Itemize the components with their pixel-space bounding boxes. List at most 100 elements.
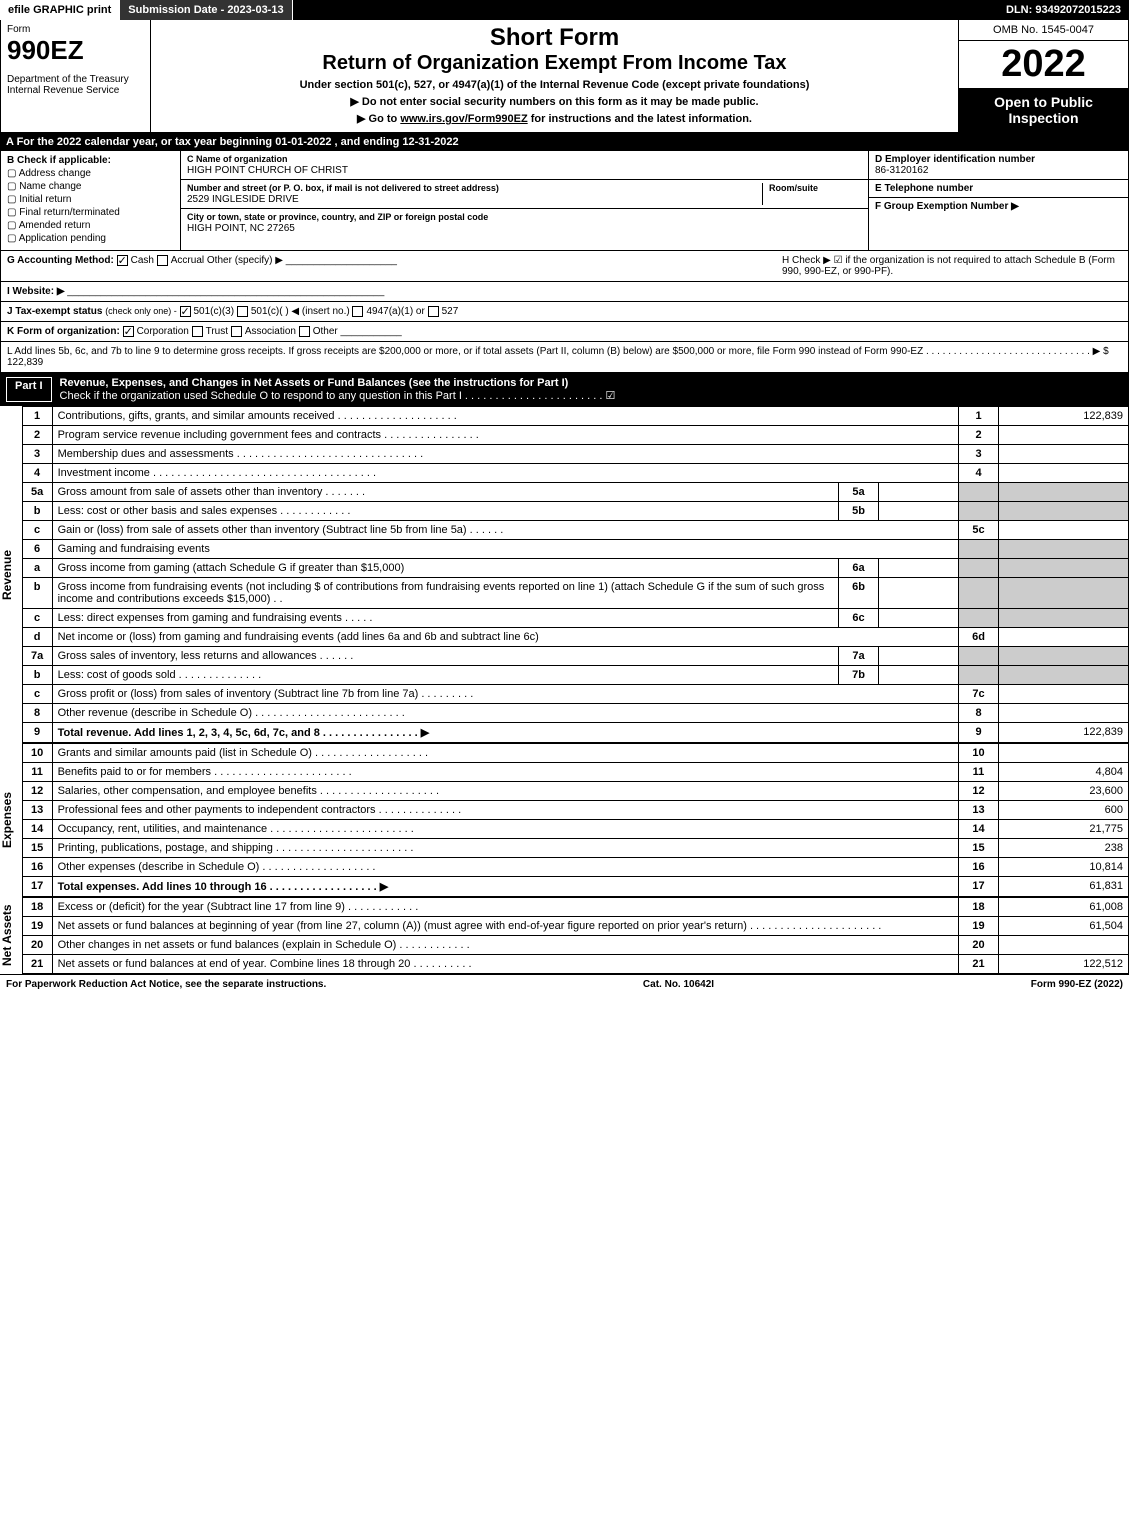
return-title: Return of Organization Exempt From Incom…: [159, 52, 950, 75]
line-3: 3Membership dues and assessments . . . .…: [22, 445, 1128, 464]
opt-assoc: Association: [245, 326, 296, 337]
line-4: 4Investment income . . . . . . . . . . .…: [22, 464, 1128, 483]
line-12: 12Salaries, other compensation, and empl…: [22, 782, 1128, 801]
street-address: 2529 INGLESIDE DRIVE: [187, 194, 299, 205]
form-word: Form: [7, 24, 144, 35]
accounting-label: G Accounting Method:: [7, 255, 114, 266]
part-i-sub: (see the instructions for Part I): [409, 377, 569, 389]
line-6: 6Gaming and fundraising events: [22, 540, 1128, 559]
chk-corp[interactable]: [123, 326, 134, 337]
line-16: 16Other expenses (describe in Schedule O…: [22, 858, 1128, 877]
chk-amended[interactable]: Amended return: [7, 220, 174, 231]
cash-label: Cash: [131, 255, 154, 266]
taxstatus-label: J Tax-exempt status: [7, 306, 102, 317]
cat-no: Cat. No. 10642I: [643, 979, 714, 990]
opt-other-org: Other: [313, 326, 338, 337]
expenses-side-label: Expenses: [0, 743, 22, 897]
inst-post: for instructions and the latest informat…: [528, 113, 752, 125]
line-1: 1Contributions, gifts, grants, and simil…: [22, 407, 1128, 426]
chk-name[interactable]: Name change: [7, 181, 174, 192]
omb-number: OMB No. 1545-0047: [959, 20, 1128, 41]
group-label: F Group Exemption Number ▶: [875, 201, 1019, 212]
top-bar: efile GRAPHIC print Submission Date - 20…: [0, 0, 1129, 20]
line-5a: 5aGross amount from sale of assets other…: [22, 483, 1128, 502]
org-name-label: C Name of organization: [187, 154, 288, 164]
line-7c: cGross profit or (loss) from sales of in…: [22, 685, 1128, 704]
chk-501c3[interactable]: [180, 306, 191, 317]
page-footer: For Paperwork Reduction Act Notice, see …: [0, 974, 1129, 994]
line-9: 9Total revenue. Add lines 1, 2, 3, 4, 5c…: [22, 723, 1128, 743]
section-subline: Under section 501(c), 527, or 4947(a)(1)…: [159, 79, 950, 91]
line-l-amount: 122,839: [7, 357, 43, 368]
city-state-zip: HIGH POINT, NC 27265: [187, 223, 295, 234]
line-20: 20Other changes in net assets or fund ba…: [22, 936, 1128, 955]
line-21: 21Net assets or fund balances at end of …: [22, 955, 1128, 974]
ssn-warning: ▶ Do not enter social security numbers o…: [159, 95, 950, 108]
irs-link[interactable]: www.irs.gov/Form990EZ: [400, 113, 527, 125]
form-header: Form 990EZ Department of the Treasury In…: [0, 20, 1129, 133]
netassets-section: Net Assets 18Excess or (deficit) for the…: [0, 897, 1129, 974]
row-i-website: I Website: ▶ ___________________________…: [0, 282, 1129, 302]
row-g-h: G Accounting Method: Cash Accrual Other …: [0, 251, 1129, 282]
chk-527[interactable]: [428, 306, 439, 317]
row-k-formorg: K Form of organization: Corporation Trus…: [0, 322, 1129, 342]
chk-assoc[interactable]: [231, 326, 242, 337]
other-org-line: ___________: [341, 326, 402, 337]
opt-501c: 501(c)( ) ◀ (insert no.): [251, 306, 350, 317]
website-line: ________________________________________…: [67, 286, 384, 297]
line-17: 17Total expenses. Add lines 10 through 1…: [22, 877, 1128, 897]
chk-cash[interactable]: [117, 255, 128, 266]
row-j-taxstatus: J Tax-exempt status (check only one) - 5…: [0, 302, 1129, 322]
line-15: 15Printing, publications, postage, and s…: [22, 839, 1128, 858]
identity-block: B Check if applicable: Address change Na…: [0, 151, 1129, 251]
line-6d: dNet income or (loss) from gaming and fu…: [22, 628, 1128, 647]
formorg-label: K Form of organization:: [7, 326, 120, 337]
chk-initial[interactable]: Initial return: [7, 194, 174, 205]
line-l-text: L Add lines 5b, 6c, and 7b to line 9 to …: [7, 346, 1109, 357]
chk-accrual[interactable]: [157, 255, 168, 266]
efile-print-label[interactable]: efile GRAPHIC print: [0, 0, 120, 20]
goto-instructions: ▶ Go to www.irs.gov/Form990EZ for instru…: [159, 112, 950, 125]
revenue-section: Revenue 1Contributions, gifts, grants, a…: [0, 406, 1129, 743]
line-5c: cGain or (loss) from sale of assets othe…: [22, 521, 1128, 540]
ein-value: 86-3120162: [875, 165, 928, 176]
opt-corp: Corporation: [137, 326, 189, 337]
opt-4947: 4947(a)(1) or: [366, 306, 424, 317]
part-i-label: Part I: [6, 377, 52, 402]
taxstatus-sub: (check only one) -: [105, 306, 177, 316]
chk-final[interactable]: Final return/terminated: [7, 207, 174, 218]
revenue-table: 1Contributions, gifts, grants, and simil…: [22, 406, 1129, 743]
block-b-label: B Check if applicable:: [7, 155, 174, 166]
row-l-gross-receipts: L Add lines 5b, 6c, and 7b to line 9 to …: [0, 342, 1129, 373]
inst-pre: ▶ Go to: [357, 113, 400, 125]
line-5b: bLess: cost or other basis and sales exp…: [22, 502, 1128, 521]
line-11: 11Benefits paid to or for members . . . …: [22, 763, 1128, 782]
line-17-desc: Total expenses. Add lines 10 through 16 …: [58, 881, 389, 893]
dln-number: DLN: 93492072015223: [998, 0, 1129, 20]
chk-trust[interactable]: [192, 326, 203, 337]
form-ref: Form 990-EZ (2022): [1031, 979, 1123, 990]
line-10: 10Grants and similar amounts paid (list …: [22, 744, 1128, 763]
room-label: Room/suite: [769, 183, 818, 193]
open-public: Open to Public Inspection: [959, 88, 1128, 132]
website-label: I Website: ▶: [7, 286, 65, 297]
chk-other-org[interactable]: [299, 326, 310, 337]
expenses-section: Expenses 10Grants and similar amounts pa…: [0, 743, 1129, 897]
netassets-table: 18Excess or (deficit) for the year (Subt…: [22, 897, 1129, 974]
part-i-header: Part I Revenue, Expenses, and Changes in…: [0, 373, 1129, 406]
part-i-checkline: Check if the organization used Schedule …: [60, 390, 616, 402]
expenses-table: 10Grants and similar amounts paid (list …: [22, 743, 1129, 897]
revenue-side-label: Revenue: [0, 406, 22, 743]
chk-address[interactable]: Address change: [7, 168, 174, 179]
chk-pending[interactable]: Application pending: [7, 233, 174, 244]
street-label: Number and street (or P. O. box, if mail…: [187, 183, 499, 193]
part-i-title: Revenue, Expenses, and Changes in Net As…: [60, 377, 406, 389]
irs-label: Internal Revenue Service: [7, 85, 144, 96]
block-c-org: C Name of organization HIGH POINT CHURCH…: [181, 151, 868, 250]
chk-501c[interactable]: [237, 306, 248, 317]
chk-4947[interactable]: [352, 306, 363, 317]
paperwork-notice: For Paperwork Reduction Act Notice, see …: [6, 979, 326, 990]
line-2: 2Program service revenue including gover…: [22, 426, 1128, 445]
opt-527: 527: [442, 306, 459, 317]
line-6b: bGross income from fundraising events (n…: [22, 578, 1128, 609]
